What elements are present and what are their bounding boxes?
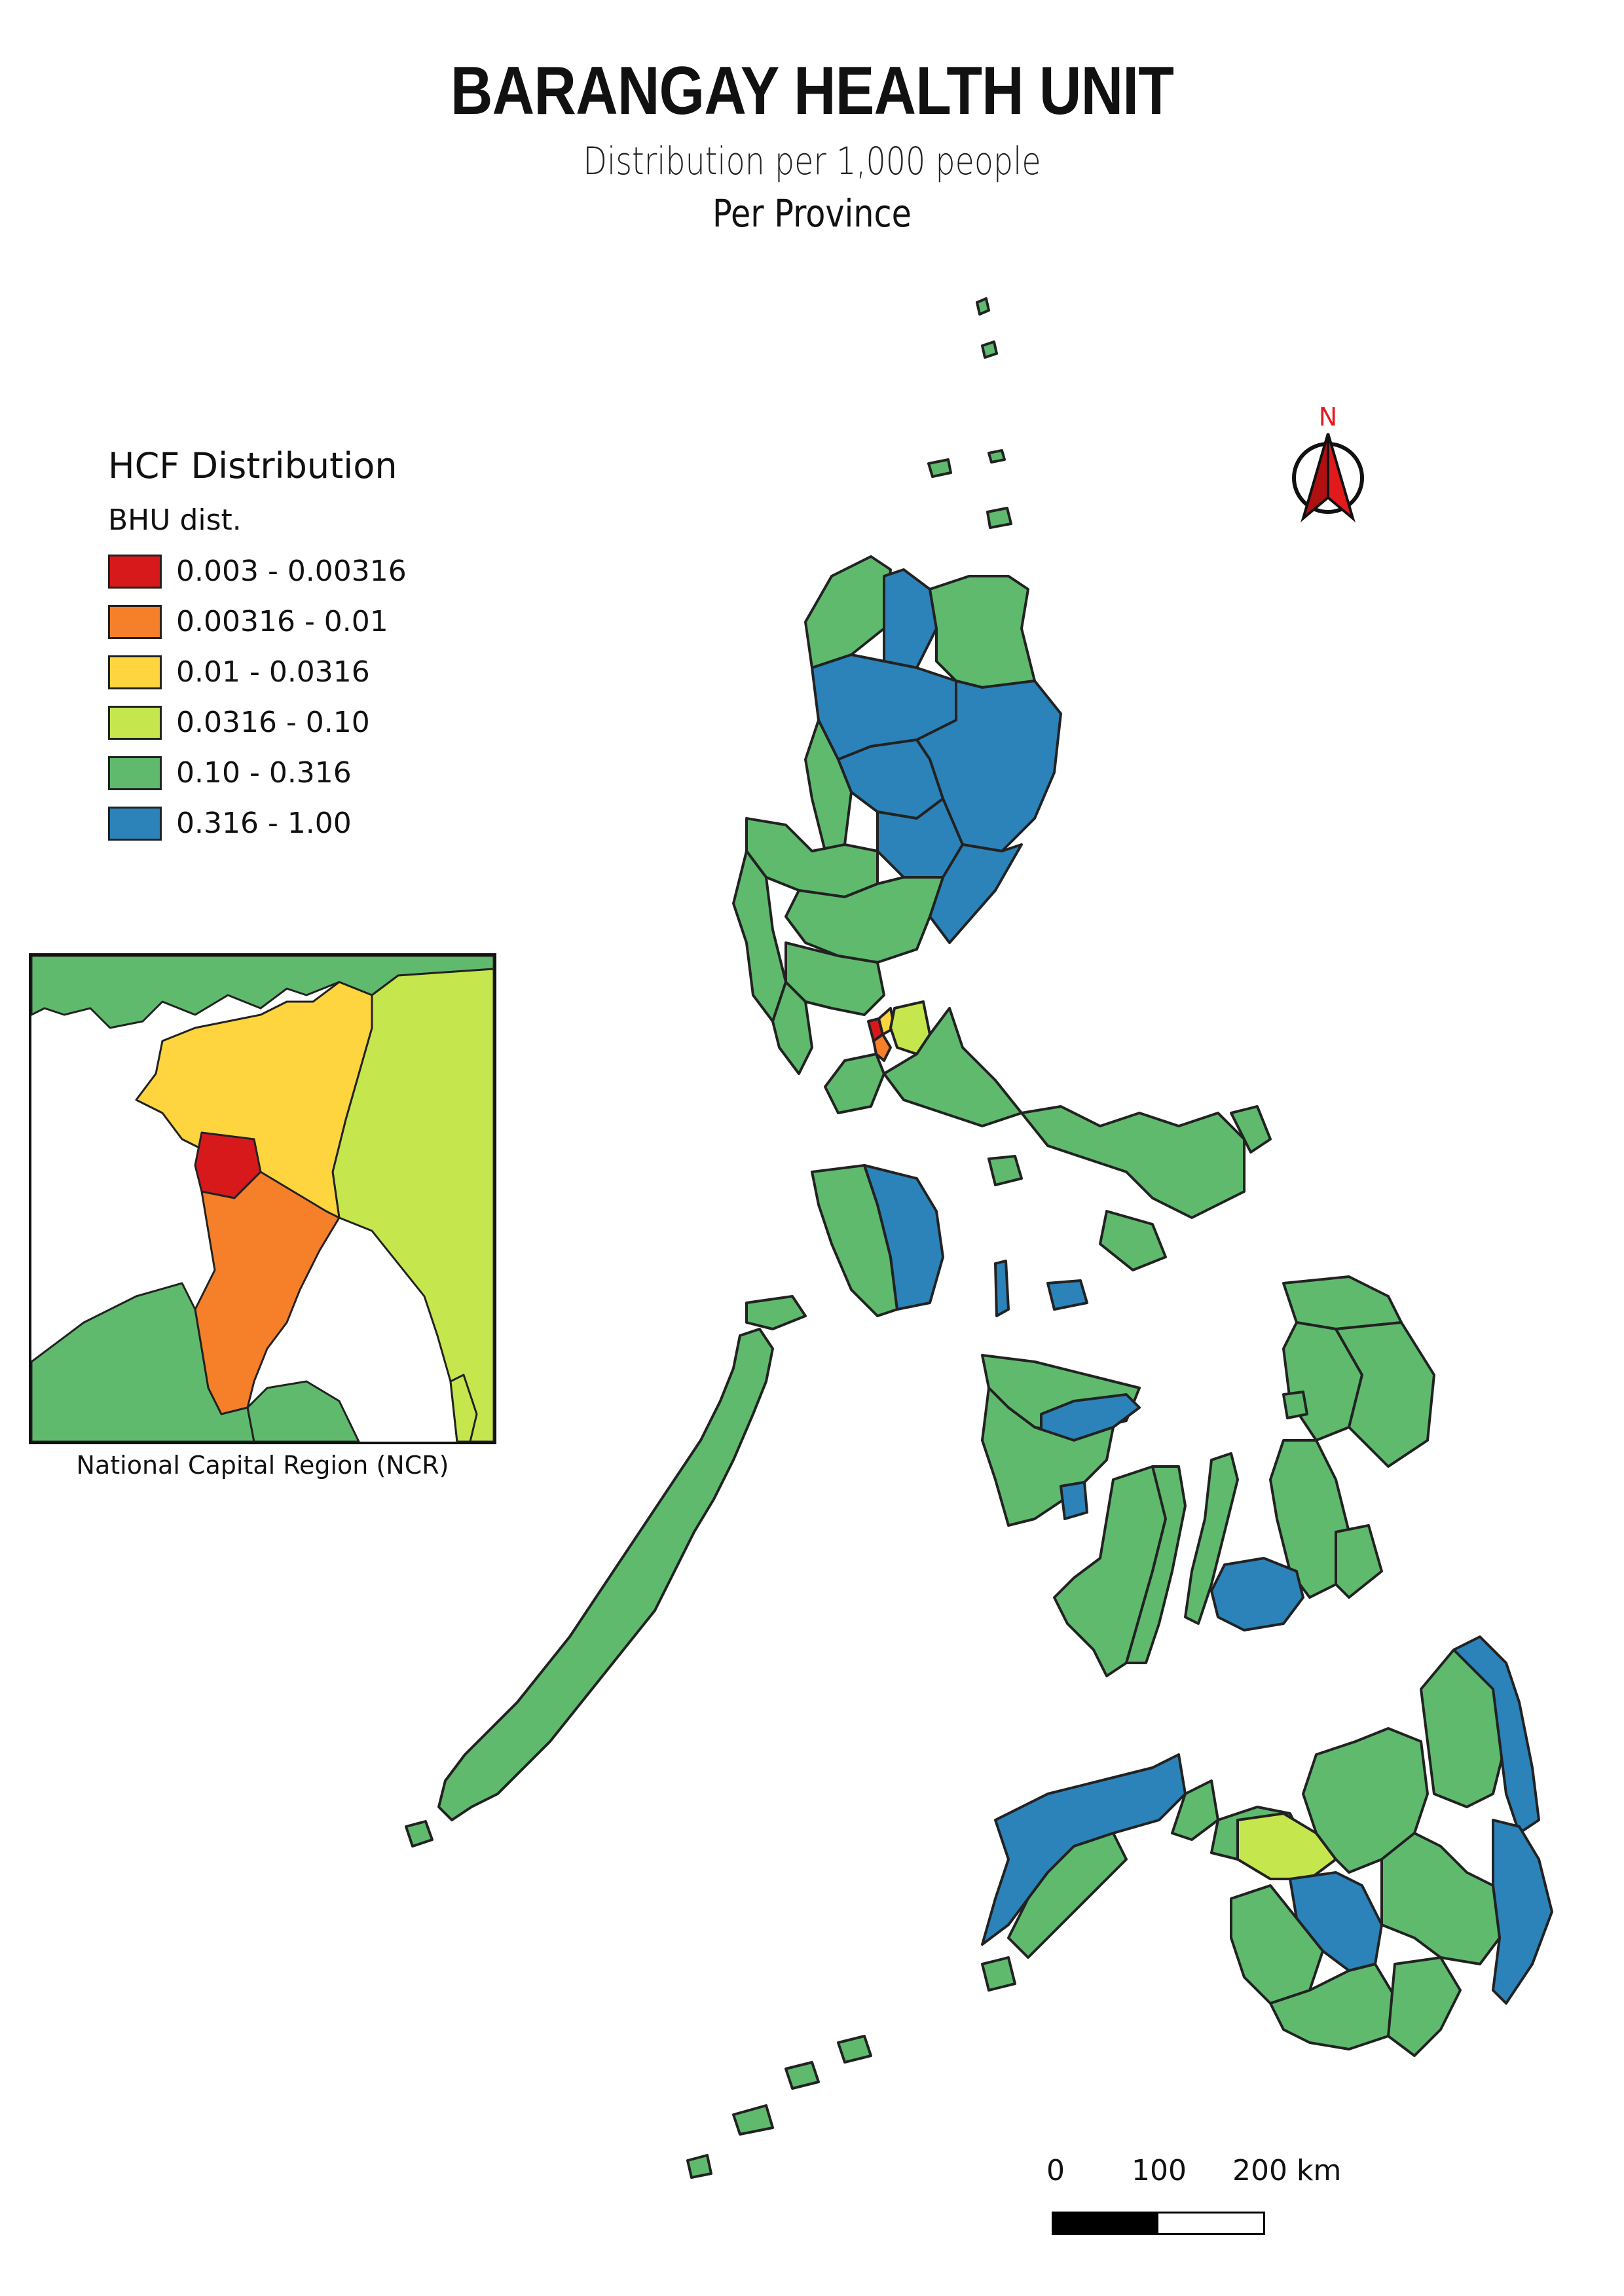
island-basilan [981, 1956, 1016, 1992]
region-ilocos-norte [804, 555, 892, 669]
region-southern-leyte [1335, 1524, 1383, 1599]
north-arrow-icon: N [1292, 403, 1364, 522]
legend-label: 0.003 - 0.00316 [176, 555, 407, 588]
island-sulu-2 [784, 2061, 820, 2090]
map-subtitle-2: Per Province [712, 191, 912, 236]
region-ncr-south [872, 1033, 892, 1062]
legend-swatch-lime [108, 705, 162, 740]
legend-item: 0.316 - 1.00 [108, 798, 407, 848]
island-balabac [405, 1820, 434, 1848]
region-palawan [437, 1328, 774, 1821]
legend-label: 0.00316 - 0.01 [176, 605, 388, 638]
scale-bar-segment [1054, 2214, 1158, 2233]
island-masbate [1099, 1210, 1167, 1271]
region-zamboanga-del-sur [1007, 1832, 1128, 1959]
ncr-inset-svg [31, 956, 494, 1442]
scale-label-200: 200 km [1232, 2154, 1342, 2187]
region-antique-iloilo-south [981, 1387, 1115, 1527]
inset-yellow-area [135, 981, 373, 1219]
island-busuanga [745, 1295, 807, 1330]
region-bataan [771, 981, 813, 1075]
legend-label: 0.10 - 0.316 [176, 756, 352, 790]
ncr-inset-map [29, 953, 496, 1444]
island-sibuyan [1046, 1279, 1088, 1311]
legend-swatch-red [108, 554, 162, 589]
island-catanduanes [1230, 1105, 1272, 1154]
island-babuyan-2 [987, 449, 1006, 464]
inset-caption: National Capital Region (NCR) [76, 1451, 449, 1480]
region-tarlac-nueva-ecija [784, 876, 944, 964]
scale-bar-segment [1158, 2214, 1263, 2233]
legend-swatch-green [108, 756, 162, 790]
legend-title: HCF Distribution [108, 445, 397, 486]
region-cavite-batangas [824, 1053, 885, 1114]
legend-label: 0.0316 - 0.10 [176, 706, 370, 739]
scale-label-100: 100 [1132, 2154, 1187, 2187]
region-bicol [1020, 1105, 1246, 1219]
legend-label: 0.01 - 0.0316 [176, 655, 370, 689]
legend-item: 0.003 - 0.00316 [108, 546, 407, 596]
region-lanao-del-sur [1236, 1812, 1337, 1880]
region-oriental-mindoro [863, 1164, 944, 1311]
region-apayao [883, 568, 938, 669]
legend-swatch-yellow [108, 655, 162, 689]
legend-item: 0.0316 - 0.10 [108, 697, 407, 748]
island-batanes-2 [981, 340, 998, 359]
legend-item: 0.01 - 0.0316 [108, 647, 407, 697]
map-subtitle: Distribution per 1,000 people [583, 139, 1041, 183]
island-babuyan-1 [927, 458, 952, 478]
scale-labels: 0 100 200 km [1035, 2154, 1375, 2193]
region-bohol [1210, 1557, 1304, 1631]
island-guimaras [1060, 1481, 1088, 1520]
north-label: N [1319, 403, 1337, 431]
island-tawi-tawi-2 [686, 2154, 712, 2179]
scale-label-0: 0 [1046, 2154, 1065, 2187]
legend: HCF Distribution BHU dist. 0.003 - 0.003… [108, 445, 407, 848]
region-cagayan [929, 575, 1036, 689]
region-leyte [1269, 1439, 1350, 1599]
island-tablas [994, 1260, 1010, 1317]
island-marinduque [987, 1155, 1023, 1186]
legend-swatch-orange [108, 604, 162, 639]
region-northern-samar [1282, 1275, 1403, 1330]
island-batanes-1 [976, 297, 990, 316]
region-davao [1380, 1832, 1501, 1965]
legend-swatch-blue [108, 806, 162, 841]
region-misamis-occidental [1171, 1779, 1219, 1841]
island-biliran [1282, 1391, 1308, 1419]
region-cebu [1184, 1452, 1239, 1625]
region-davao-del-sur [1387, 1956, 1462, 2057]
legend-subtitle: BHU dist. [108, 503, 242, 537]
legend-item: 0.10 - 0.316 [108, 748, 407, 798]
island-babuyan-3 [986, 507, 1012, 529]
scale-bar [1052, 2212, 1265, 2235]
inset-lake-strip [449, 1374, 478, 1442]
island-tawi-tawi-1 [732, 2104, 774, 2136]
region-surigao-del-sur [1452, 1635, 1540, 1834]
inset-south-land [246, 1380, 360, 1442]
legend-item: 0.00316 - 0.01 [108, 596, 407, 647]
region-negros-oriental [1125, 1465, 1187, 1664]
region-eastern-samar [1335, 1321, 1435, 1468]
map-title: BARANGAY HEALTH UNIT [450, 53, 1174, 129]
region-davao-oriental [1492, 1819, 1553, 2005]
legend-label: 0.316 - 1.00 [176, 807, 352, 840]
island-sulu-1 [837, 2035, 872, 2064]
